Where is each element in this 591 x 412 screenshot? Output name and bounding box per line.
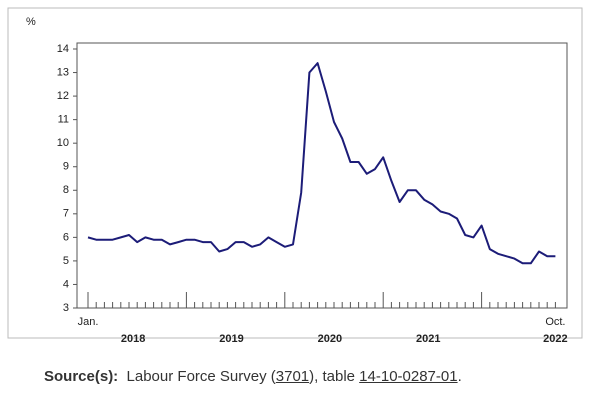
source-text: Labour Force Survey ( [126,368,276,385]
source-text: ), table [309,368,360,385]
y-tick-label: 11 [58,114,69,126]
source: Source(s): Labour Force Survey (3701), t… [44,368,462,385]
year-label: 2022 [543,333,567,345]
source-link[interactable]: 3701 [275,368,310,385]
plot-frame [76,42,568,309]
year-label: 2019 [219,333,243,345]
y-tick-label: 8 [63,184,69,196]
y-tick-label: 14 [57,43,69,55]
y-tick-label: 3 [63,302,69,314]
source-label: Source(s): [44,368,119,385]
y-tick-label: 13 [57,66,69,78]
y-tick-label: 10 [57,137,69,149]
x-tick-label: Oct. [545,316,565,328]
y-tick-label: 12 [57,90,69,102]
y-tick-label: 7 [63,208,69,220]
source-link[interactable]: 14-10-0287-01 [359,368,458,385]
y-tick-label: 4 [63,278,69,290]
chart: % 3 4 5 6 7 8 9 10 11 12 13 14 Jan. Oct. 2018 2019 2020 2… [7,7,583,345]
year-label: 2021 [416,333,440,345]
chart-frame [7,7,583,339]
y-tick-label: 6 [63,231,69,243]
data-line [87,62,556,265]
year-label: 2020 [318,333,342,345]
x-tick-label: Jan. [78,316,99,328]
source-text: . [457,368,462,385]
y-tick-label: 9 [63,161,69,173]
year-label: 2018 [121,333,145,345]
y-unit: % [26,16,36,28]
y-tick-label: 5 [63,255,69,267]
